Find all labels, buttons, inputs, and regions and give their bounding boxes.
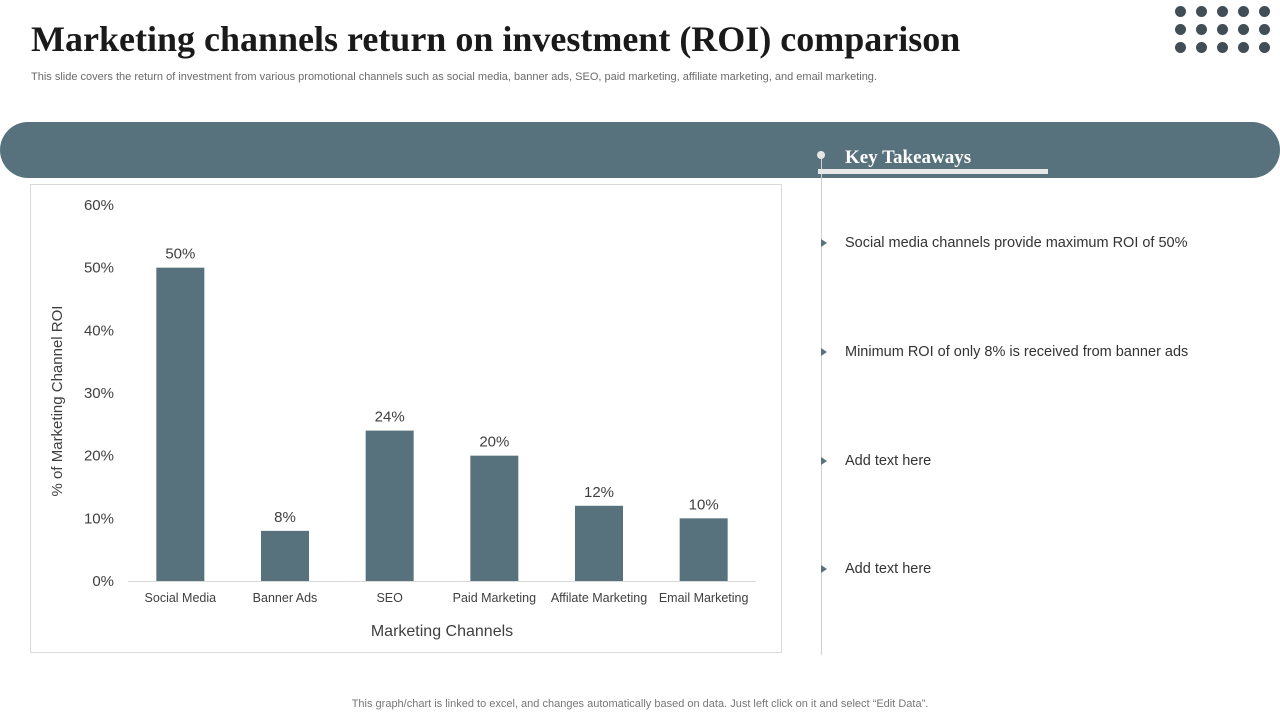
bar-data-label: 8%: [274, 509, 296, 526]
decorative-dot-grid: [1175, 6, 1280, 60]
decorative-dot: [1259, 24, 1270, 35]
y-tick-label: 10%: [84, 510, 114, 527]
decorative-dot: [1238, 6, 1249, 17]
bullet-arrow-icon: [821, 457, 827, 465]
bar-social-media[interactable]: [156, 267, 205, 581]
y-tick-label: 50%: [84, 260, 114, 277]
decorative-dot: [1217, 6, 1228, 17]
bar-email-marketing[interactable]: [679, 518, 728, 581]
key-takeaways-title: Key Takeaways: [845, 147, 972, 168]
bar-data-label: 50%: [165, 246, 195, 263]
bar-data-label: 24%: [375, 409, 405, 426]
slide-subtitle: This slide covers the return of investme…: [31, 71, 877, 83]
x-tick-label: Banner Ads: [253, 591, 318, 605]
takeaways-divider: [821, 155, 822, 655]
bar-affilate-marketing[interactable]: [575, 505, 623, 581]
decorative-dot: [1196, 6, 1207, 17]
bullet-arrow-icon: [821, 239, 827, 247]
decorative-dot: [1259, 6, 1270, 17]
bar-seo[interactable]: [365, 430, 414, 581]
decorative-dot: [1238, 24, 1249, 35]
x-tick-label: SEO: [376, 591, 403, 605]
bullet-arrow-icon: [821, 565, 827, 573]
takeaway-text: Minimum ROI of only 8% is received from …: [845, 344, 1189, 360]
decorative-dot: [1196, 42, 1207, 53]
decorative-dot: [1238, 42, 1249, 53]
bullet-arrow-icon: [821, 348, 827, 356]
decorative-dot: [1175, 24, 1186, 35]
takeaways-divider-dot: [817, 151, 825, 159]
slide-footer-note: This graph/chart is linked to excel, and…: [351, 698, 929, 710]
x-tick-label: Affilate Marketing: [551, 591, 647, 605]
x-axis-title: Marketing Channels: [371, 623, 513, 640]
y-tick-label: 60%: [84, 197, 114, 214]
decorative-dot: [1259, 42, 1270, 53]
takeaway-text: Add text here: [845, 453, 932, 469]
bar-data-label: 12%: [584, 484, 614, 501]
roi-bar-chart[interactable]: 0% 10% 20% 30% 40% 50% 60% 50% Social Media 8% Ban…: [30, 184, 782, 653]
decorative-dot: [1175, 6, 1186, 17]
bar-data-label: 20%: [479, 434, 509, 451]
decorative-dot: [1217, 24, 1228, 35]
y-tick-label: 40%: [84, 322, 114, 339]
x-tick-label: Email Marketing: [659, 591, 749, 605]
bar-data-label: 10%: [689, 496, 719, 513]
slide-title: Marketing channels return on investment …: [31, 19, 961, 59]
bar-paid-marketing[interactable]: [470, 455, 519, 581]
y-tick-label: 30%: [84, 385, 114, 402]
y-tick-label: 20%: [84, 448, 114, 465]
takeaway-text: Add text here: [845, 561, 932, 577]
bar-banner-ads[interactable]: [261, 530, 309, 581]
key-takeaways-underline: [818, 169, 1048, 174]
x-tick-label: Paid Marketing: [453, 591, 536, 605]
y-axis-title: % of Marketing Channel ROI: [49, 306, 66, 497]
takeaway-text: Social media channels provide maximum RO…: [845, 235, 1188, 251]
decorative-dot: [1196, 24, 1207, 35]
y-tick-label: 0%: [92, 573, 114, 590]
decorative-dot: [1217, 42, 1228, 53]
decorative-dot: [1175, 42, 1186, 53]
header-band: [0, 122, 1280, 178]
x-tick-label: Social Media: [145, 591, 217, 605]
